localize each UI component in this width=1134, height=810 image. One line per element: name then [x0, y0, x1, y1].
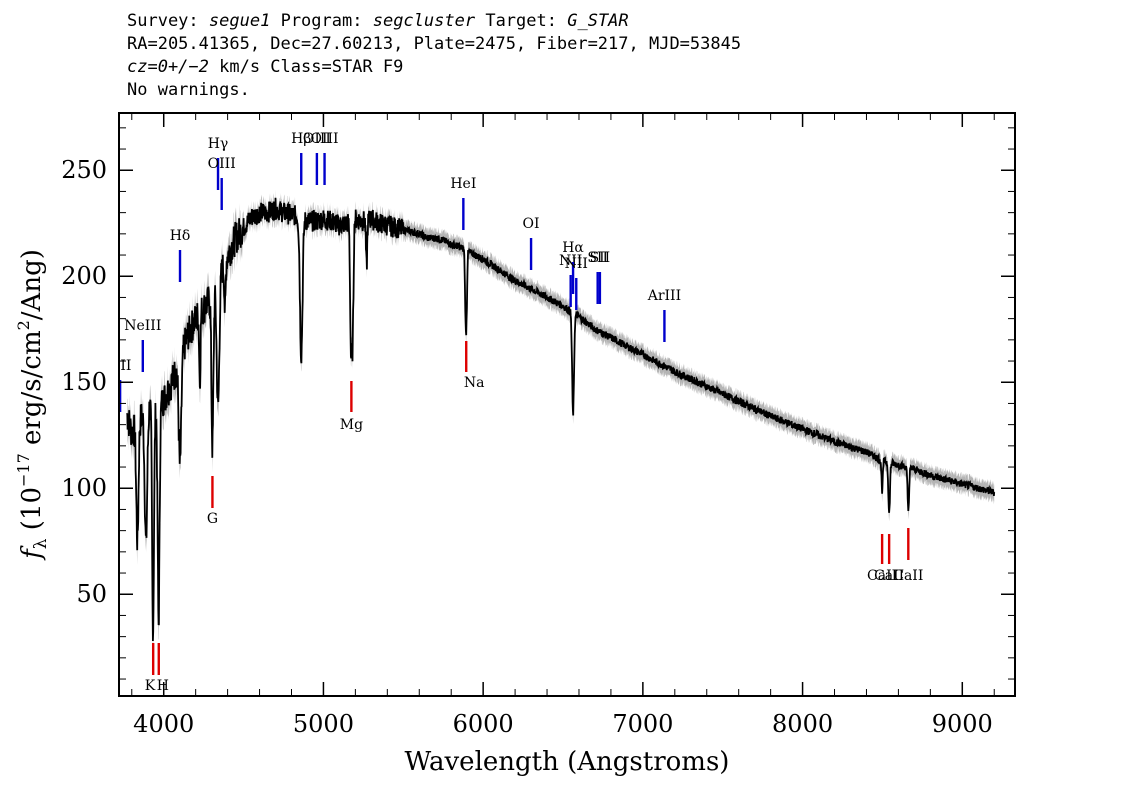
absorption-line-label: G — [207, 511, 218, 527]
emission-line-label: NII — [559, 253, 582, 269]
absorption-line-label: K — [145, 678, 156, 694]
spectrum-header: Survey: segue1 Program: segcluster Targe… — [127, 10, 741, 102]
y-axis-title: fλ (10−17 erg/s/cm2/Ang) — [14, 249, 51, 561]
absorption-line-label: CaII — [867, 568, 897, 584]
emission-line-label: OIII — [311, 131, 339, 147]
x-tick-label: 5000 — [293, 710, 354, 738]
program-value: segcluster — [372, 11, 476, 31]
emission-line-label: ArIII — [647, 288, 681, 304]
target-value: G_STAR — [567, 11, 629, 31]
absorption-line-label: Na — [464, 375, 485, 391]
y-axis-title-units: erg/s/cm — [17, 330, 47, 453]
absorption-line-label: H — [157, 678, 169, 694]
y-axis-title-exponent: −17 — [14, 453, 33, 487]
spectrum-line — [126, 197, 996, 642]
target-label: Target: — [485, 11, 557, 31]
emission-line-label: Hβ — [291, 131, 311, 147]
emission-line-label: OI — [523, 216, 540, 232]
emission-line-label: SII — [590, 250, 611, 266]
emission-line-label: OIII — [208, 156, 236, 172]
x-tick-label: 8000 — [772, 710, 833, 738]
emission-line-label: Hα — [562, 240, 584, 256]
header-line-survey: Survey: segue1 Program: segcluster Targe… — [127, 10, 741, 33]
absorption-line-label: Mg — [340, 417, 363, 433]
x-tick-label: 9000 — [932, 710, 993, 738]
emission-line-label: OII — [109, 358, 132, 374]
redshift-value: cz=0+/−2 — [127, 57, 209, 77]
y-axis-title-subscript: λ — [31, 538, 51, 549]
y-tick-label: 250 — [61, 156, 107, 184]
emission-line-label: NeIII — [124, 318, 161, 334]
y-tick-label: 200 — [61, 262, 107, 290]
emission-line-label: Hδ — [170, 228, 191, 244]
survey-value: segue1 — [208, 11, 271, 31]
y-axis-title-suffix: /Ang) — [17, 249, 47, 320]
y-tick-label: 50 — [76, 580, 107, 608]
emission-line-label: Hγ — [208, 136, 229, 152]
y-axis: 50 100 150 200 250 — [61, 127, 1015, 680]
program-label: Program: — [280, 11, 363, 31]
absorption-line-label: CaII — [874, 568, 904, 584]
y-tick-label: 150 — [61, 368, 107, 396]
emission-line-label: OIII — [303, 131, 331, 147]
y-axis-title-exponent-2: 2 — [14, 320, 33, 330]
x-tick-label: 7000 — [612, 710, 673, 738]
class-text: km/s Class=STAR F9 — [208, 57, 404, 77]
header-line-class: cz=0+/−2 km/s Class=STAR F9 — [127, 56, 741, 79]
survey-label: Survey: — [127, 11, 199, 31]
x-tick-label: 6000 — [453, 710, 514, 738]
y-axis-title-prefix: (10 — [17, 487, 47, 539]
absorption-line-label: CaII — [893, 568, 923, 584]
x-axis: 4000 5000 6000 7000 8000 9000 — [131, 113, 995, 738]
x-tick-label: 4000 — [133, 710, 194, 738]
emission-line-label: NII — [565, 256, 588, 272]
header-line-coordinates: RA=205.41365, Dec=27.60213, Plate=2475, … — [127, 34, 742, 54]
header-line-warnings: No warnings. — [127, 80, 250, 100]
x-axis-title: Wavelength (Angstroms) — [405, 747, 730, 777]
plot-frame — [118, 112, 1016, 697]
y-tick-label: 100 — [61, 474, 107, 502]
emission-line-label: SII — [587, 250, 608, 266]
emission-line-label: HeI — [450, 176, 476, 192]
